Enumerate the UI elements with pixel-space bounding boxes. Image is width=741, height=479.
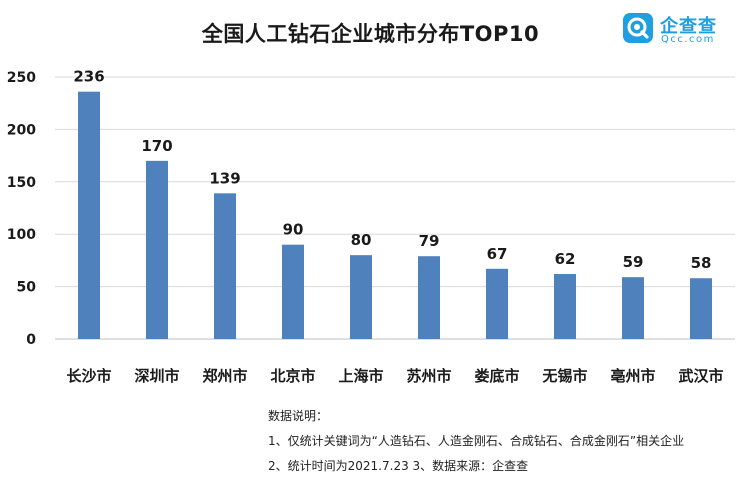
qcc-logo-name: 企查查 (660, 16, 717, 37)
data-label: 79 (419, 232, 440, 250)
notes-heading: 数据说明： (268, 409, 329, 423)
bar (486, 268, 508, 339)
bar (78, 91, 100, 339)
data-labels: 236 170 139 90 80 79 67 62 59 58 (73, 68, 711, 273)
bar (418, 256, 440, 339)
bar (282, 244, 304, 339)
data-label: 67 (487, 245, 508, 263)
y-tick-label: 250 (7, 70, 36, 86)
qcc-logo-icon (623, 13, 653, 43)
y-tick-label: 0 (26, 332, 36, 348)
x-tick-label: 武汉市 (678, 367, 723, 385)
bar (214, 193, 236, 339)
x-tick-label: 苏州市 (406, 367, 451, 385)
gridlines (55, 76, 735, 340)
bar (146, 160, 168, 339)
data-label: 59 (623, 253, 644, 271)
qcc-logo: 企查查 Qcc.com (622, 12, 734, 46)
bar (554, 274, 576, 339)
x-axis-ticks: 长沙市 深圳市 郑州市 北京市 上海市 苏州市 娄底市 无锡市 亳州市 武汉市 (66, 367, 723, 385)
data-label: 58 (691, 254, 712, 272)
x-tick-label: 长沙市 (66, 367, 111, 385)
x-tick-label: 娄底市 (474, 367, 519, 385)
data-notes: 数据说明： 1、仅统计关键词为“人造钻石、人造金刚石、合成钻石、合成金刚石”相关… (268, 404, 684, 479)
data-label: 236 (73, 68, 104, 86)
qcc-logo-domain: Qcc.com (661, 34, 715, 45)
bars (78, 91, 712, 339)
y-tick-label: 200 (7, 122, 36, 138)
data-label: 80 (351, 231, 372, 249)
y-tick-label: 100 (7, 227, 36, 243)
x-tick-label: 上海市 (338, 367, 383, 385)
data-label: 62 (555, 250, 576, 268)
x-tick-label: 无锡市 (541, 367, 587, 385)
bar (622, 277, 644, 339)
x-tick-label: 亳州市 (610, 367, 655, 385)
chart-title: 全国人工钻石企业城市分布TOP10 (201, 22, 540, 46)
data-label: 139 (209, 169, 240, 187)
x-tick-label: 郑州市 (202, 367, 247, 385)
notes-line-1: 1、仅统计关键词为“人造钻石、人造金刚石、合成钻石、合成金刚石”相关企业 (268, 434, 685, 448)
x-tick-label: 深圳市 (134, 367, 179, 385)
bar (350, 255, 372, 339)
bar (690, 278, 712, 339)
data-label: 170 (141, 137, 172, 155)
y-tick-label: 150 (7, 175, 36, 191)
y-tick-label: 50 (17, 280, 37, 296)
y-axis-ticks: 0 50 100 150 200 250 (7, 70, 36, 348)
data-label: 90 (283, 221, 304, 239)
notes-line-2: 2、统计时间为2021.7.23 3、数据来源：企查查 (268, 459, 529, 473)
x-tick-label: 北京市 (270, 367, 315, 385)
